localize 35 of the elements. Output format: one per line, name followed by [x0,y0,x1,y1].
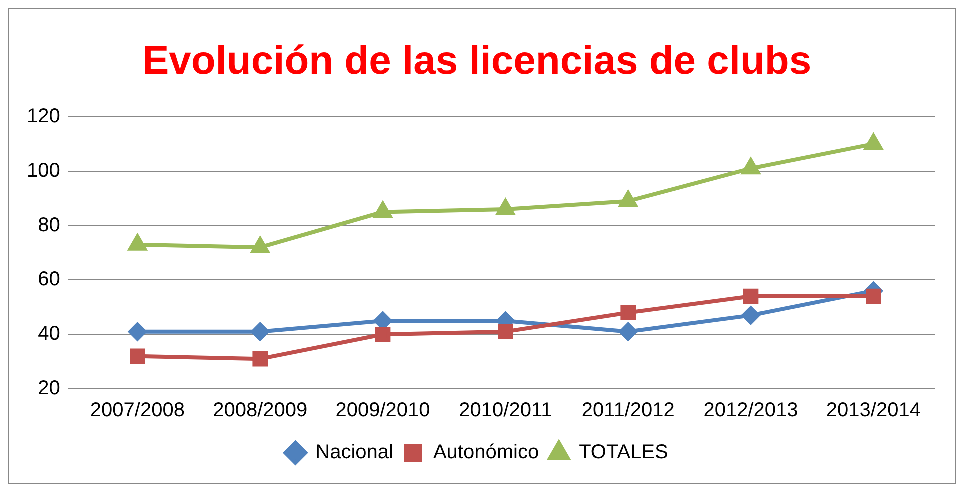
x-tick-label: 2008/2009 [213,400,308,422]
chart-title: Evolución de las licencias de clubs [142,39,812,84]
x-tick-label: 2012/2013 [704,400,798,422]
y-tick-label: 100 [26,160,60,182]
x-tick-label: 2011/2012 [582,400,675,422]
point [864,134,883,150]
y-tick-label: 60 [38,268,60,291]
x-tick-label: 2009/2010 [336,400,430,422]
point [498,324,514,340]
point [128,322,147,341]
point [619,191,638,208]
point [619,322,638,341]
point [743,288,759,304]
legend-label: Nacional [316,442,394,464]
y-tick-label: 120 [26,106,60,128]
point [252,351,268,367]
point [375,326,391,342]
point [130,348,146,364]
x-tick-label: 2013/2014 [826,400,921,422]
point [128,234,147,251]
y-tick-label: 20 [38,378,60,400]
point [374,202,392,218]
legend-label: Autonómico [433,442,540,464]
y-tick-label: 40 [38,323,60,346]
point [496,199,515,216]
point [620,305,636,320]
x-tick-label: 2010/2011 [459,400,552,422]
point [251,238,270,254]
point [251,322,270,341]
legend-label: TOTALES [579,442,668,464]
point [866,288,882,304]
point [742,306,760,325]
point [742,158,760,175]
x-tick-label: 2007/2008 [90,400,185,422]
y-tick-label: 80 [38,214,60,236]
